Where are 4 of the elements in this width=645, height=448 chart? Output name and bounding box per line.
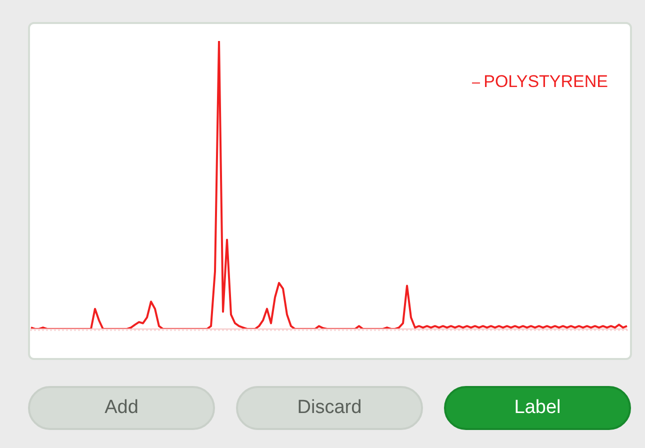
legend-label: POLYSTYRENE	[484, 72, 608, 91]
button: Label	[444, 386, 631, 430]
button: Discard	[236, 386, 423, 430]
button: Add	[28, 386, 215, 430]
